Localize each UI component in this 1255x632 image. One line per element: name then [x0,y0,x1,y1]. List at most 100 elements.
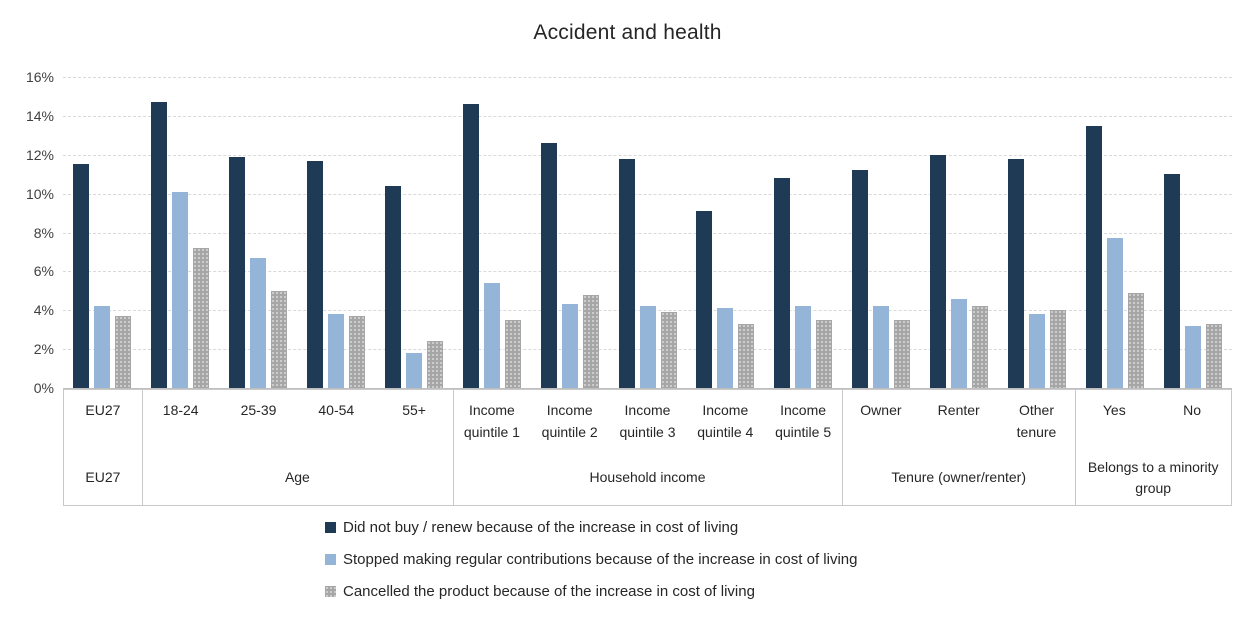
gridline [63,271,1232,273]
category-slot [531,77,609,388]
bar-series-2 [249,257,266,388]
category-slot [687,77,765,388]
bar-series-2 [1107,238,1124,388]
bar-series-2 [327,314,344,388]
group-divider [453,390,454,505]
bar-series-1 [774,178,791,388]
category-group-label: Household income [589,469,706,485]
legend-item: Stopped making regular contributions bec… [325,551,857,568]
category-slot [609,77,687,388]
category-slot [63,77,141,388]
legend-label: Stopped making regular contributions bec… [343,551,858,568]
bar-series-2 [405,353,422,388]
category-slot [764,77,842,388]
bar-series-1 [306,160,323,388]
category-group-label: EU27 [85,469,121,485]
legend-marker [325,586,336,597]
legend-label: Did not buy / renew because of the incre… [343,519,739,536]
category-label: Owner [860,402,902,418]
bar-series-1 [1008,158,1025,388]
bar-series-3 [426,341,443,388]
bar-series-1 [696,211,713,388]
bar-series-2 [873,306,890,388]
category-slot [375,77,453,388]
bar-series-3 [816,319,833,388]
bar-series-1 [618,158,635,388]
bar-series-1 [384,185,401,388]
bar-series-1 [930,154,947,388]
group-divider [1075,390,1077,505]
bar-series-2 [717,308,734,388]
y-axis-tick-label: 4% [33,302,54,319]
bar-series-2 [795,306,812,388]
bar-series-1 [72,164,89,388]
bar-series-3 [894,319,911,388]
category-label: Income quintile 3 [619,402,676,440]
category-group-label: Belongs to a minority group [1087,458,1219,496]
bar-series-1 [150,102,167,388]
bar-series-2 [171,191,188,388]
bar-series-3 [270,290,287,388]
bar-series-2 [639,306,656,388]
bar-series-3 [1206,323,1223,388]
bar-series-3 [1050,310,1067,388]
bar-series-3 [348,316,365,388]
bar-series-3 [582,294,599,388]
gridline [63,193,1232,195]
bar-series-1 [1164,174,1181,388]
bar-series-1 [852,170,869,388]
category-label: Renter [937,402,980,418]
category-label: Income quintile 1 [463,402,520,440]
category-label: 40-54 [318,402,355,418]
legend-marker [325,554,336,565]
legend-marker [325,522,336,533]
bar-series-2 [1029,314,1046,388]
legend: Did not buy / renew because of the incre… [325,519,857,600]
category-label: Income quintile 4 [697,402,754,440]
category-slot [453,77,531,388]
y-axis-tick-label: 6% [33,263,54,280]
category-axis-table: EU27 EU27 18-24 25-39 40-54 55+ Age Income quin… [63,389,1232,506]
category-slot [1076,77,1154,388]
category-slot [141,77,219,388]
category-slot [297,77,375,388]
category-label: Yes [1102,402,1126,418]
y-axis-tick-label: 12% [25,146,54,163]
category-slot [842,77,920,388]
y-axis-tick-label: 0% [33,380,54,396]
category-label: EU27 [85,402,121,418]
category-group-label: Age [284,469,310,485]
bar-series-3 [972,306,989,388]
bar-series-3 [114,316,131,388]
category-group-label: Tenure (owner/renter) [891,469,1026,485]
y-axis-tick-label: 16% [25,69,54,85]
category-label: Income quintile 5 [775,402,832,440]
y-axis-tick-label: 8% [33,224,54,241]
category-slot [998,77,1076,388]
bar-series-1 [462,104,479,388]
group-divider [842,390,843,505]
gridline [63,232,1232,234]
category-label: No [1183,402,1202,418]
category-slot [1154,77,1232,388]
bar-series-1 [1086,125,1103,388]
bar-series-3 [738,323,755,388]
category-slot [219,77,297,388]
bar-series-3 [192,248,209,388]
x-axis-line [63,388,1232,389]
category-label: 25-39 [240,402,277,418]
bar-series-2 [951,298,968,388]
group-divider [141,390,143,505]
bar-series-3 [1128,292,1145,388]
y-axis-tick-label: 10% [25,185,54,202]
bar-series-2 [483,283,500,388]
bar-series-3 [504,319,521,388]
bar-series-2 [561,304,578,388]
y-axis-tick-label: 14% [25,107,54,124]
y-axis-tick-label: 2% [33,341,54,358]
category-label: 18-24 [162,402,199,418]
category-label: 55+ [402,402,426,418]
legend-item: Cancelled the product because of the inc… [325,583,857,600]
category-label: Income quintile 2 [541,402,598,440]
